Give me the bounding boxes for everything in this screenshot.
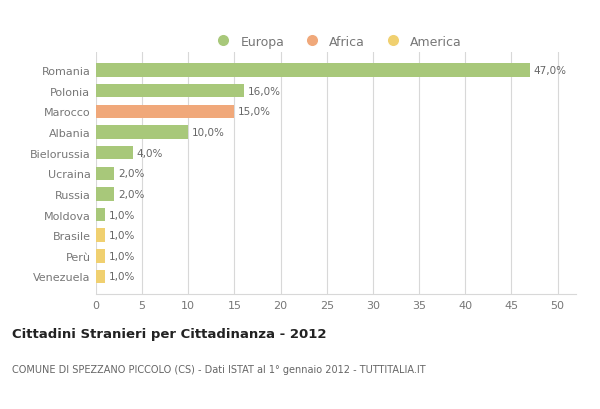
Bar — [96, 126, 188, 139]
Text: COMUNE DI SPEZZANO PICCOLO (CS) - Dati ISTAT al 1° gennaio 2012 - TUTTITALIA.IT: COMUNE DI SPEZZANO PICCOLO (CS) - Dati I… — [12, 364, 425, 374]
Text: 1,0%: 1,0% — [109, 231, 135, 240]
Bar — [96, 188, 115, 201]
Bar — [96, 85, 244, 98]
Text: 10,0%: 10,0% — [192, 128, 225, 137]
Bar — [96, 64, 530, 78]
Text: 1,0%: 1,0% — [109, 251, 135, 261]
Bar — [96, 208, 105, 222]
Text: Cittadini Stranieri per Cittadinanza - 2012: Cittadini Stranieri per Cittadinanza - 2… — [12, 327, 326, 340]
Text: 4,0%: 4,0% — [137, 148, 163, 158]
Bar — [96, 229, 105, 242]
Text: 15,0%: 15,0% — [238, 107, 271, 117]
Bar — [96, 249, 105, 263]
Legend: Europa, Africa, America: Europa, Africa, America — [205, 30, 467, 54]
Bar — [96, 167, 115, 180]
Bar — [96, 270, 105, 283]
Bar — [96, 106, 235, 119]
Text: 2,0%: 2,0% — [118, 189, 145, 200]
Text: 47,0%: 47,0% — [533, 66, 566, 76]
Bar — [96, 146, 133, 160]
Text: 1,0%: 1,0% — [109, 210, 135, 220]
Text: 2,0%: 2,0% — [118, 169, 145, 179]
Text: 16,0%: 16,0% — [247, 86, 280, 97]
Text: 1,0%: 1,0% — [109, 272, 135, 282]
